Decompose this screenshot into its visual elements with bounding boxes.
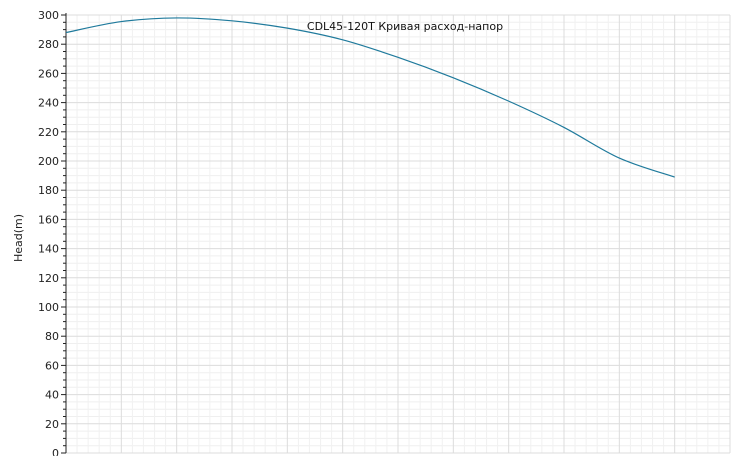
y-axis-title: Head(m) bbox=[12, 214, 25, 262]
y-tick-label: 300 bbox=[38, 9, 59, 22]
y-tick-label: 0 bbox=[52, 447, 59, 456]
y-tick-label: 140 bbox=[38, 243, 59, 256]
y-tick-label: 220 bbox=[38, 126, 59, 139]
y-tick-label: 100 bbox=[38, 301, 59, 314]
y-tick-label: 160 bbox=[38, 213, 59, 226]
y-tick-label: 180 bbox=[38, 184, 59, 197]
y-tick-label: 80 bbox=[45, 330, 59, 343]
y-tick-label: 260 bbox=[38, 67, 59, 80]
series-layer bbox=[65, 17, 675, 178]
y-tick-label: 120 bbox=[38, 272, 59, 285]
y-tick-label: 240 bbox=[38, 97, 59, 110]
y-tick-label: 40 bbox=[45, 389, 59, 402]
y-tick-label: 200 bbox=[38, 155, 59, 168]
y-tick-label: 20 bbox=[45, 418, 59, 431]
series-line bbox=[65, 17, 675, 178]
y-axis-ticks: 0 20 40 60 80 100 120 140 160 180 200 220 240 260 280 3… bbox=[38, 9, 66, 456]
y-tick-label: 60 bbox=[45, 359, 59, 372]
chart-title: CDL45-120T Кривая расход-напор bbox=[307, 20, 503, 33]
y-tick-label: 280 bbox=[38, 38, 59, 51]
